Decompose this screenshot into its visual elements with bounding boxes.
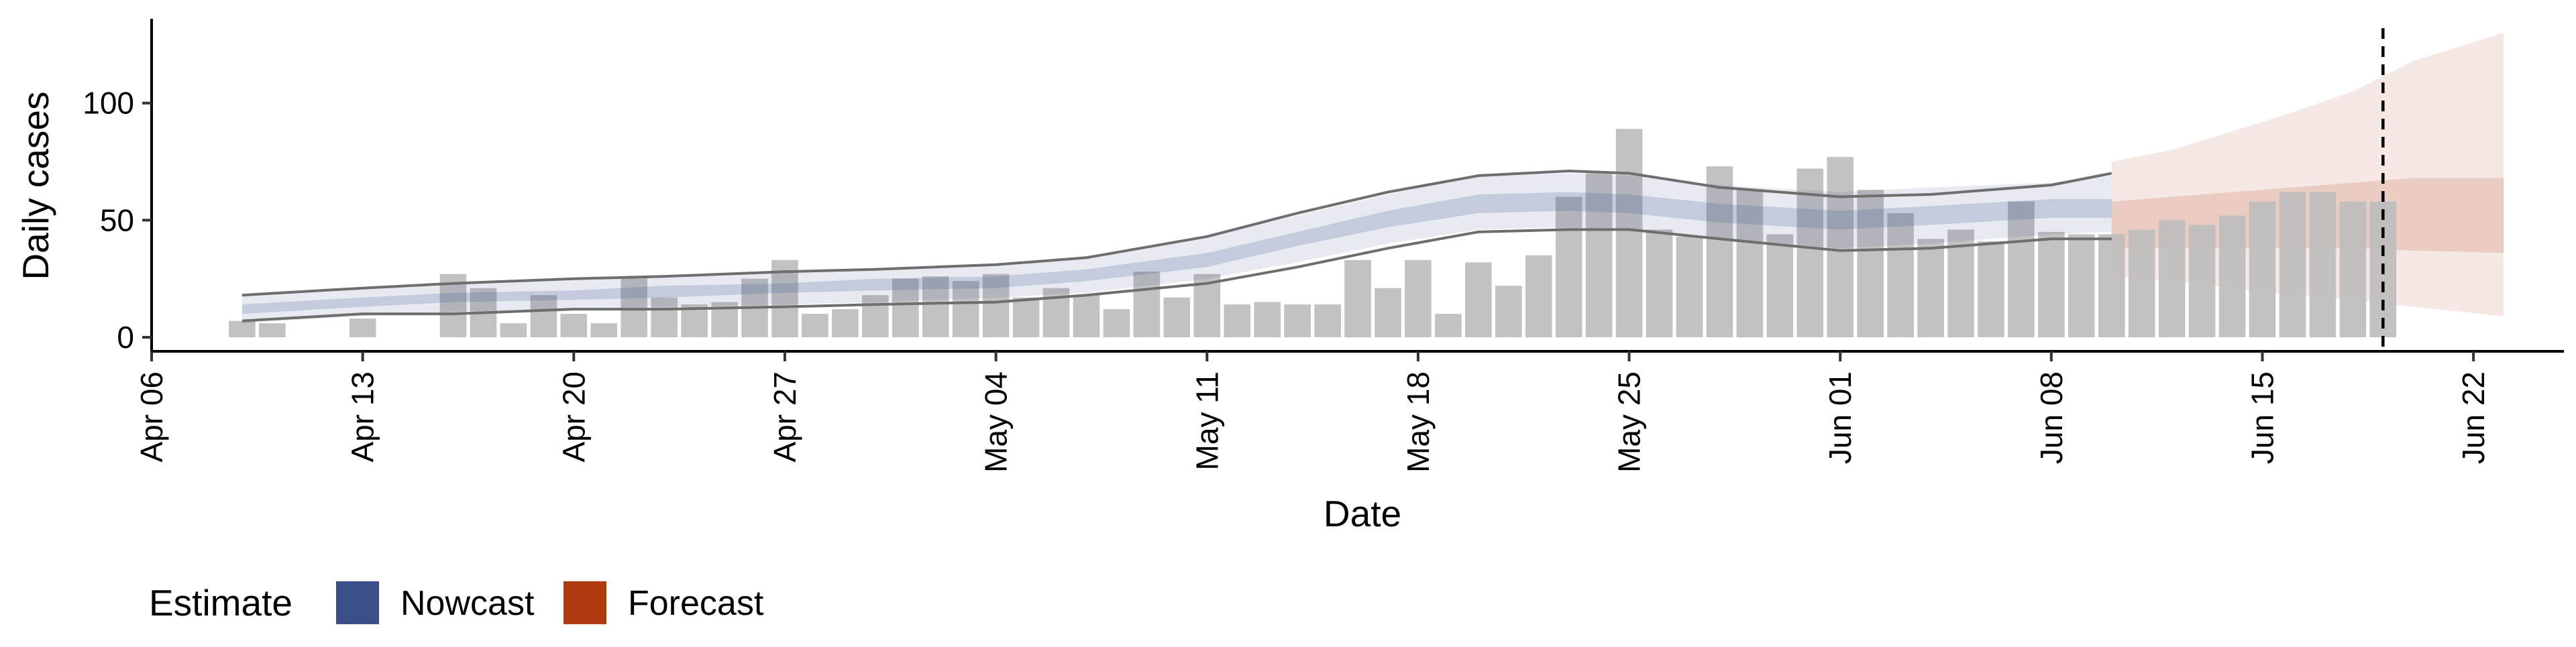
bar-2020-06-12 [2158, 220, 2186, 337]
tick-labels: 0 50 100 Apr 06 Apr 13 Apr 20 Apr 27 May 04 May … [83, 86, 2491, 473]
nowcast-upper-line [241, 169, 2112, 297]
y-axis-title: Daily cases [15, 91, 56, 280]
bar-2020-04-23 [651, 297, 678, 338]
bar-2020-04-22 [621, 276, 647, 337]
bar-2020-04-28 [802, 314, 828, 337]
bar-2020-05-25 [1615, 129, 1643, 338]
bar-2020-06-10 [2098, 234, 2125, 338]
bar-2020-05-19 [1435, 314, 1462, 337]
bar-2020-06-13 [2188, 225, 2216, 338]
x-axis-title: Date [1324, 493, 1401, 534]
nowcast-outer-lines [241, 169, 2112, 322]
bar-2020-05-20 [1465, 262, 1492, 338]
bar-2020-06-17 [2309, 192, 2337, 338]
bar-2020-04-18 [500, 323, 527, 338]
bar-2020-04-09 [229, 320, 256, 338]
bar-2020-04-21 [590, 323, 618, 338]
y-tick-label: 100 [83, 86, 134, 121]
x-tick-label: Apr 13 [345, 371, 380, 463]
x-tick-label: Apr 27 [767, 371, 802, 463]
y-tick-label: 0 [117, 320, 134, 355]
x-tick-label: May 04 [979, 371, 1014, 473]
bar-2020-05-10 [1163, 297, 1191, 338]
legend: Estimate Nowcast Forecast [149, 581, 764, 624]
bar-2020-04-19 [530, 295, 557, 338]
x-tick-label: Apr 06 [134, 371, 169, 463]
x-tick-label: Jun 08 [2034, 371, 2069, 464]
bar-2020-05-31 [1796, 168, 1824, 337]
bar-2020-05-03 [952, 281, 979, 337]
bar-2020-05-28 [1706, 166, 1733, 338]
bar-2020-05-02 [922, 276, 949, 337]
x-tick-label: Jun 22 [2456, 371, 2491, 464]
x-tick-label: Jun 01 [1823, 371, 1858, 464]
nowcast-band-50 [241, 192, 2112, 314]
bar-2020-04-29 [832, 309, 859, 337]
legend-title: Estimate [149, 582, 292, 624]
bar-2020-05-01 [892, 278, 919, 337]
bar-2020-06-15 [2249, 201, 2276, 338]
bar-2020-05-23 [1555, 196, 1582, 338]
bar-2020-05-21 [1495, 286, 1522, 337]
bar-2020-06-16 [2279, 192, 2306, 338]
bar-2020-05-24 [1585, 173, 1613, 337]
bar-2020-06-02 [1857, 190, 1884, 338]
bar-2020-05-04 [982, 274, 1010, 337]
bar-2020-04-30 [862, 295, 889, 338]
bar-2020-05-22 [1525, 255, 1552, 338]
bar-2020-06-01 [1827, 157, 1854, 338]
y-tick-label: 50 [100, 202, 134, 237]
bar-2020-05-08 [1103, 309, 1130, 337]
bar-2020-05-09 [1133, 272, 1161, 337]
x-tick-label: Jun 15 [2245, 371, 2280, 464]
bar-2020-05-29 [1736, 190, 1764, 338]
bar-2020-05-17 [1375, 288, 1401, 338]
bar-2020-06-18 [2339, 201, 2367, 338]
nowcast-band-90 [241, 173, 2112, 324]
bar-2020-05-30 [1766, 234, 1794, 338]
axes [142, 19, 2564, 361]
case-bars [229, 129, 2397, 338]
bar-2020-06-07 [2008, 201, 2035, 338]
bar-2020-05-27 [1676, 236, 1703, 337]
x-tick-label: May 18 [1401, 371, 1436, 473]
x-tick-label: May 11 [1189, 371, 1224, 470]
bar-2020-05-16 [1344, 259, 1371, 338]
nowcast-bands [241, 173, 2112, 324]
x-tick-label: Apr 20 [556, 371, 591, 463]
x-tick-label: May 25 [1612, 371, 1647, 473]
bar-2020-05-13 [1254, 302, 1281, 337]
bar-2020-04-10 [259, 323, 286, 338]
bar-2020-06-08 [2038, 231, 2065, 338]
legend-label-forecast: Forecast [628, 584, 764, 623]
bar-2020-06-09 [2068, 234, 2095, 338]
legend-key-nowcast [336, 581, 379, 624]
bar-2020-04-20 [560, 314, 588, 337]
bar-2020-06-04 [1917, 239, 1944, 337]
bar-2020-05-15 [1314, 304, 1341, 337]
bar-2020-05-18 [1405, 259, 1432, 338]
bar-2020-06-14 [2218, 215, 2246, 337]
bar-2020-05-14 [1284, 304, 1311, 337]
bar-2020-06-03 [1887, 213, 1914, 337]
bar-2020-05-05 [1012, 297, 1040, 338]
bar-2020-06-11 [2128, 229, 2155, 338]
nowcast-lower-line [241, 228, 2112, 322]
bar-2020-05-26 [1646, 229, 1673, 338]
legend-label-nowcast: Nowcast [400, 584, 535, 623]
bar-2020-05-07 [1073, 295, 1100, 338]
bar-2020-04-13 [349, 318, 376, 337]
bar-2020-05-12 [1224, 304, 1250, 337]
bar-2020-06-06 [1978, 241, 2004, 337]
legend-key-forecast [564, 581, 606, 624]
